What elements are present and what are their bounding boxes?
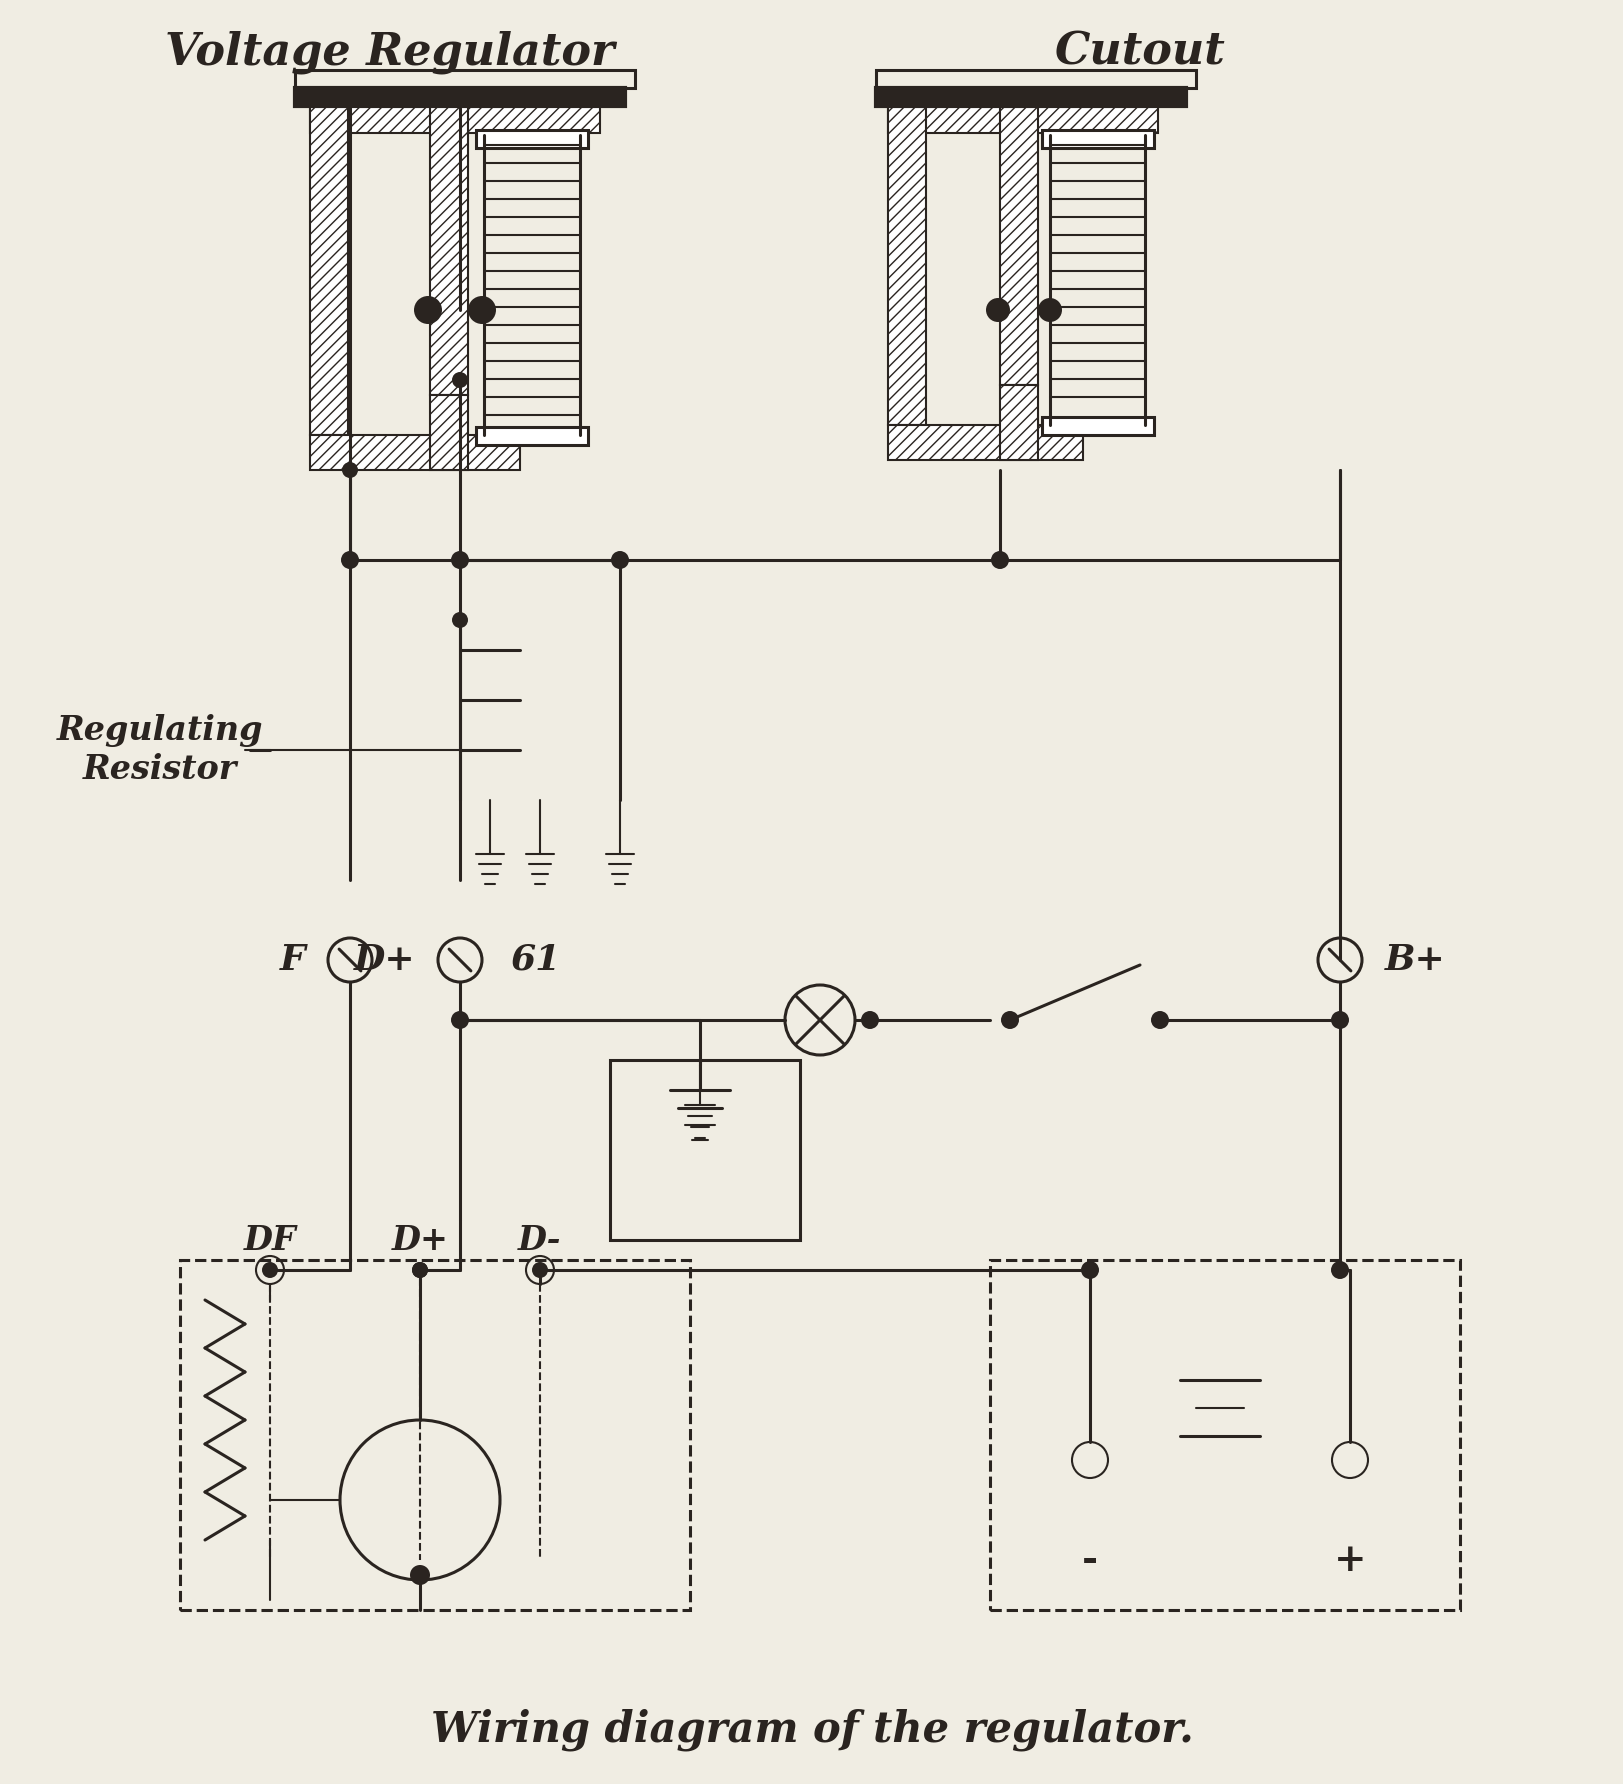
- Circle shape: [451, 373, 467, 387]
- Text: DF: DF: [243, 1224, 295, 1256]
- Text: Cutout: Cutout: [1053, 30, 1225, 73]
- Bar: [1042, 130, 1154, 148]
- Bar: [888, 95, 1157, 134]
- Bar: [875, 70, 1195, 87]
- Circle shape: [451, 551, 469, 569]
- Circle shape: [414, 296, 441, 325]
- Bar: [476, 130, 588, 148]
- Bar: [990, 1260, 1459, 1609]
- Circle shape: [990, 551, 1008, 569]
- Bar: [295, 87, 625, 105]
- Circle shape: [1000, 1012, 1018, 1029]
- Bar: [180, 1260, 690, 1609]
- Circle shape: [261, 1261, 278, 1277]
- Circle shape: [1037, 298, 1061, 321]
- Text: D-: D-: [518, 1224, 562, 1256]
- Circle shape: [1331, 1261, 1349, 1279]
- Circle shape: [412, 1261, 428, 1277]
- Text: Wiring diagram of the regulator.: Wiring diagram of the regulator.: [430, 1709, 1193, 1752]
- Circle shape: [860, 1012, 878, 1029]
- Circle shape: [412, 1261, 428, 1277]
- Circle shape: [992, 551, 1008, 567]
- Text: Regulating
Resistor: Regulating Resistor: [57, 714, 263, 785]
- Text: F: F: [279, 944, 305, 978]
- Circle shape: [532, 1261, 547, 1277]
- Bar: [310, 435, 519, 469]
- Circle shape: [342, 551, 357, 567]
- Circle shape: [451, 612, 467, 628]
- Text: B+: B+: [1384, 944, 1444, 978]
- Circle shape: [1081, 1261, 1099, 1279]
- Text: -: -: [1081, 1541, 1097, 1579]
- Circle shape: [1331, 1012, 1349, 1029]
- Bar: [310, 95, 347, 435]
- Text: +: +: [1332, 1541, 1365, 1579]
- Bar: [310, 95, 599, 134]
- Text: Voltage Regulator: Voltage Regulator: [166, 30, 615, 73]
- Bar: [430, 95, 467, 394]
- Bar: [1042, 417, 1154, 435]
- Circle shape: [341, 551, 359, 569]
- Circle shape: [342, 462, 357, 478]
- Circle shape: [985, 298, 1010, 321]
- Bar: [476, 426, 588, 444]
- Bar: [1000, 385, 1037, 460]
- Circle shape: [1331, 1012, 1347, 1028]
- Circle shape: [409, 1565, 430, 1584]
- Bar: [610, 1060, 800, 1240]
- Circle shape: [612, 551, 628, 567]
- Bar: [888, 425, 1083, 460]
- Bar: [875, 87, 1185, 105]
- Bar: [888, 95, 925, 425]
- Text: D+: D+: [354, 944, 415, 978]
- Circle shape: [451, 1012, 469, 1029]
- Circle shape: [610, 551, 628, 569]
- Bar: [295, 70, 635, 87]
- Circle shape: [1151, 1012, 1169, 1029]
- Text: D+: D+: [391, 1224, 448, 1256]
- Bar: [430, 394, 467, 469]
- Bar: [1000, 95, 1037, 385]
- Text: 61: 61: [510, 944, 560, 978]
- Circle shape: [467, 296, 495, 325]
